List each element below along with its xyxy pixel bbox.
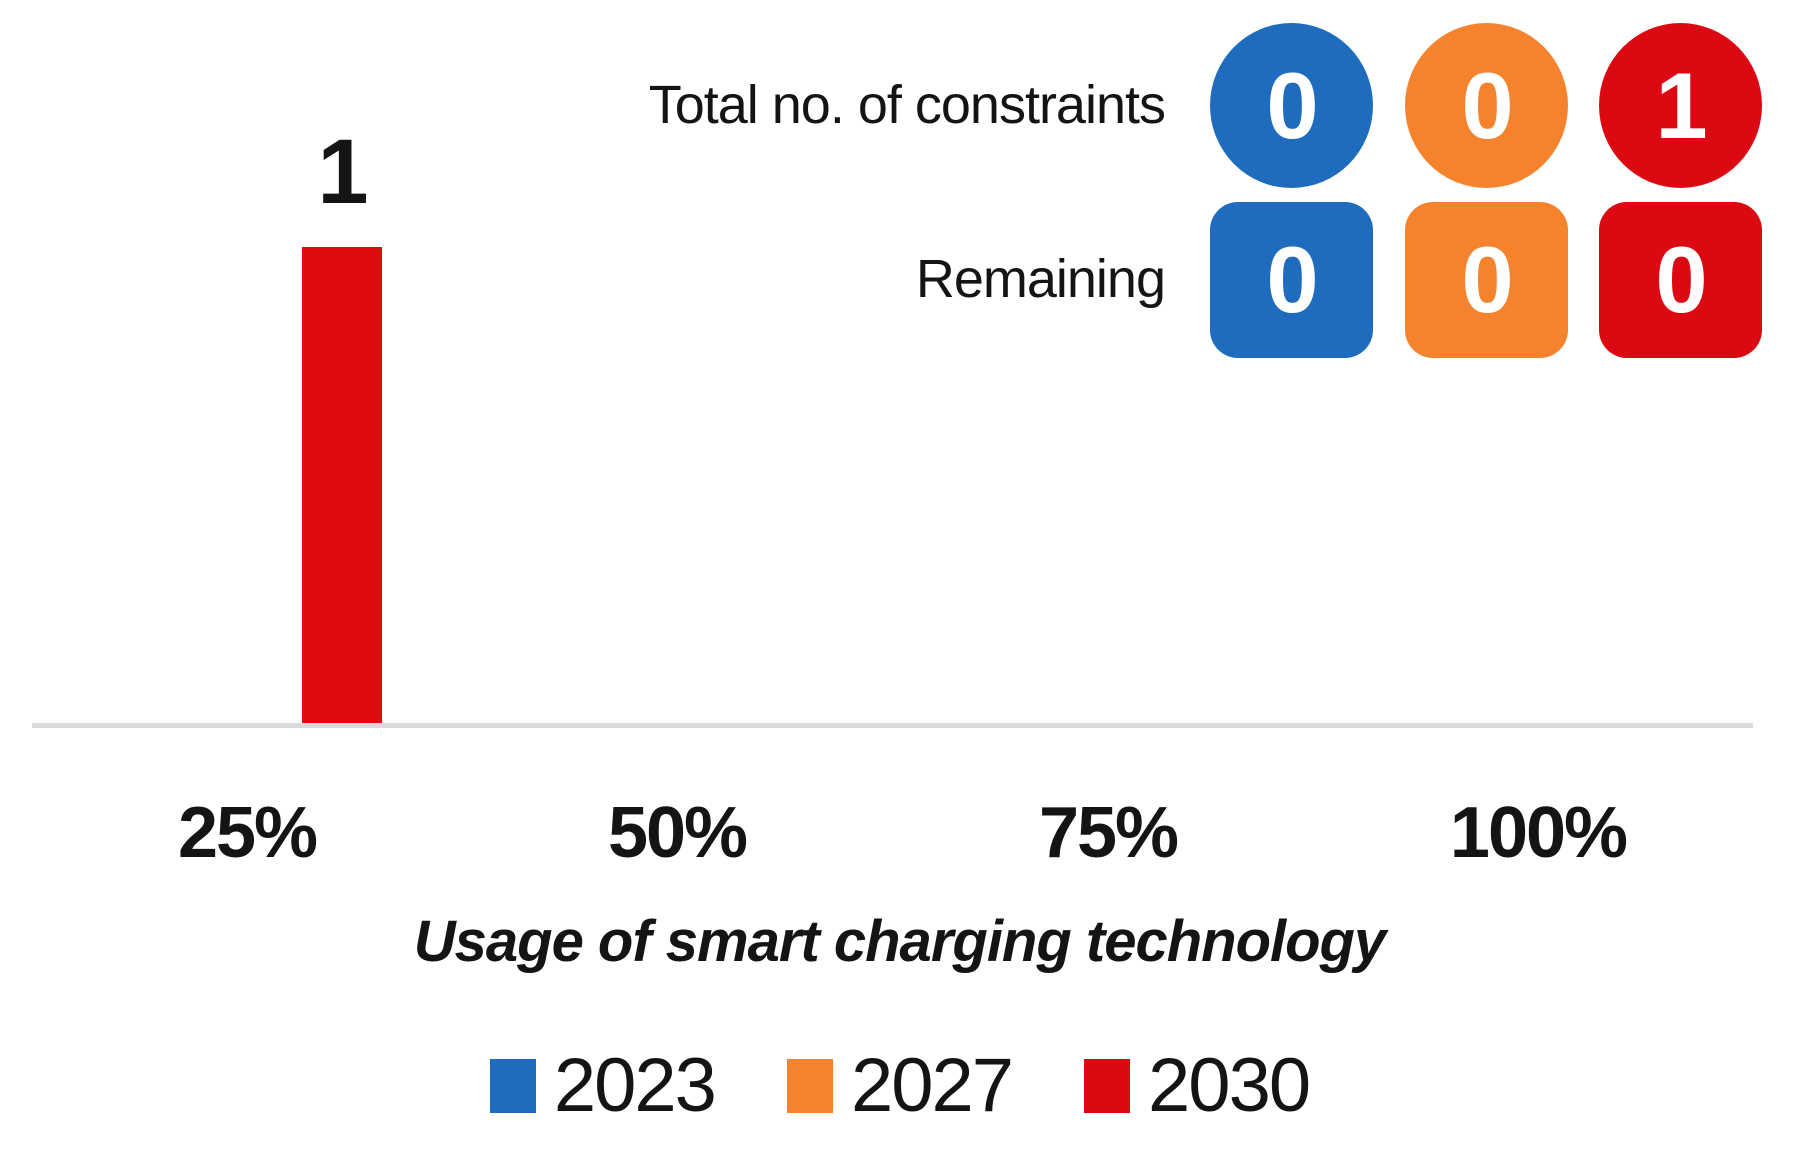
legend-swatch-2030-icon xyxy=(1084,1059,1131,1113)
total-2030-badge: 1 xyxy=(1599,23,1762,188)
remaining-label: Remaining xyxy=(915,249,1166,309)
x-tick-75: 75% xyxy=(1038,793,1179,873)
legend-label-2030: 2030 xyxy=(1148,1043,1311,1128)
legend-label-2023: 2023 xyxy=(553,1043,717,1128)
legend-label-2027: 2027 xyxy=(850,1043,1014,1128)
bar-data-label: 1 xyxy=(317,121,368,223)
legend-swatch-2027-icon xyxy=(786,1059,833,1113)
remaining-2023-value: 0 xyxy=(1266,227,1318,332)
total-2027-value: 0 xyxy=(1461,52,1513,158)
x-axis-title: Usage of smart charging technology xyxy=(413,909,1387,974)
remaining-2027-value: 0 xyxy=(1461,227,1513,332)
remaining-2027-badge: 0 xyxy=(1405,202,1568,358)
total-2030-value: 1 xyxy=(1655,52,1707,158)
x-tick-25: 25% xyxy=(177,793,318,873)
x-tick-50: 50% xyxy=(607,793,748,873)
remaining-2030-badge: 0 xyxy=(1599,202,1762,358)
total-2023-badge: 0 xyxy=(1210,23,1373,188)
x-tick-100: 100% xyxy=(1449,793,1628,873)
total-2023-value: 0 xyxy=(1266,52,1318,158)
remaining-2023-badge: 0 xyxy=(1210,202,1373,358)
x-axis-line xyxy=(32,723,1753,728)
legend-item-2027: 2027 xyxy=(786,1043,1014,1128)
total-constraints-label: Total no. of constraints xyxy=(648,75,1166,135)
bar-2030-25pct xyxy=(302,247,382,723)
legend-swatch-2023-icon xyxy=(489,1059,536,1113)
legend-item-2023: 2023 xyxy=(489,1043,717,1128)
legend: 2023 2027 2030 xyxy=(0,1038,1799,1134)
total-2027-badge: 0 xyxy=(1405,23,1568,188)
remaining-2030-value: 0 xyxy=(1655,227,1707,332)
legend-item-2030: 2030 xyxy=(1084,1043,1311,1128)
